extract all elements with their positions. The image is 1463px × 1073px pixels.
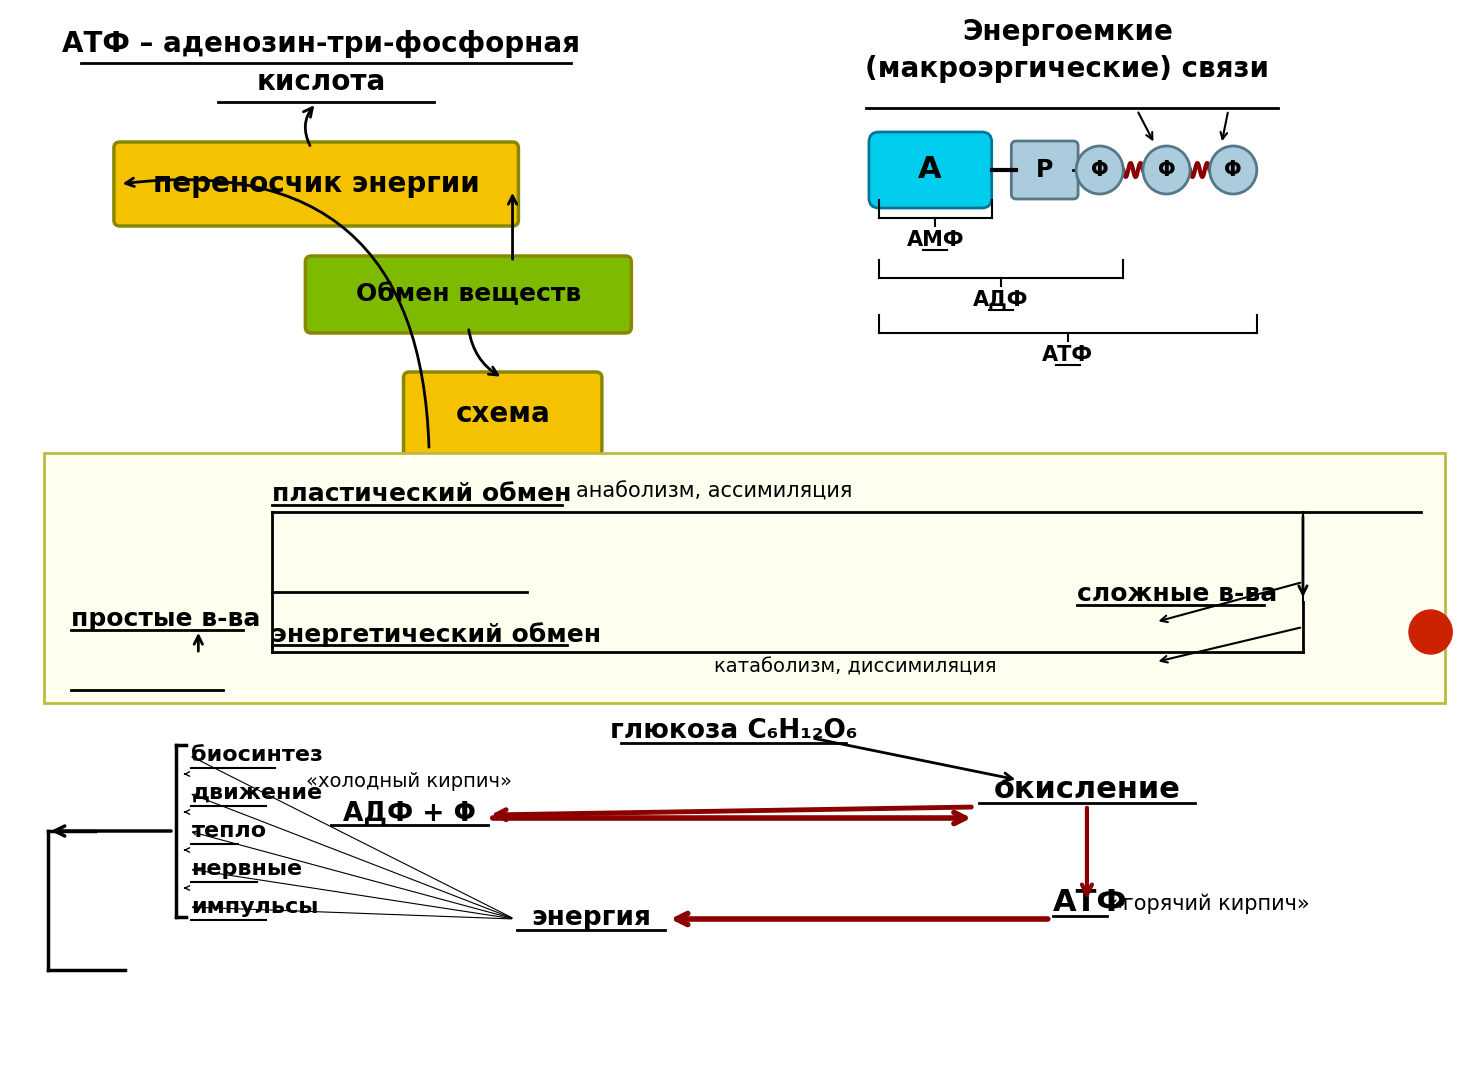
FancyBboxPatch shape	[869, 132, 992, 208]
Text: А: А	[917, 156, 942, 185]
Text: окисление: окисление	[993, 775, 1181, 804]
Text: биосинтез: биосинтез	[192, 745, 323, 765]
Text: Энергоемкие: Энергоемкие	[961, 18, 1173, 46]
Text: импульсы: импульсы	[192, 897, 319, 917]
Text: АТФ: АТФ	[1042, 346, 1093, 365]
Text: Φ: Φ	[1225, 160, 1242, 180]
Text: глюкоза C₆H₁₂O₆: глюкоза C₆H₁₂O₆	[610, 718, 857, 744]
Text: сложные в-ва: сложные в-ва	[1077, 582, 1277, 606]
Text: АМФ: АМФ	[907, 230, 964, 250]
Text: «холодный кирпич»: «холодный кирпич»	[306, 771, 512, 791]
Text: Р: Р	[1036, 158, 1053, 182]
Text: движение: движение	[192, 783, 322, 803]
Circle shape	[1077, 146, 1124, 194]
Text: АТФ: АТФ	[1052, 888, 1127, 917]
Text: АДФ + Φ: АДФ + Φ	[342, 800, 475, 826]
Text: Φ: Φ	[1157, 160, 1175, 180]
Text: энергетический обмен: энергетический обмен	[272, 622, 601, 647]
Text: АДФ: АДФ	[973, 290, 1028, 310]
Circle shape	[1409, 609, 1453, 655]
Text: простые в-ва: простые в-ва	[70, 607, 260, 631]
FancyBboxPatch shape	[306, 256, 632, 333]
Text: кислота: кислота	[256, 68, 386, 95]
Text: энергия: энергия	[531, 905, 651, 931]
Circle shape	[1210, 146, 1257, 194]
Text: (макроэргические) связи: (макроэргические) связи	[865, 55, 1270, 83]
FancyBboxPatch shape	[44, 453, 1445, 703]
Text: Обмен веществ: Обмен веществ	[356, 282, 581, 307]
FancyBboxPatch shape	[404, 372, 601, 456]
Text: АТФ – аденозин-три-фосфорная: АТФ – аденозин-три-фосфорная	[61, 30, 579, 58]
Text: «горячий кирпич»: «горячий кирпич»	[1109, 893, 1309, 913]
Text: пластический обмен: пластический обмен	[272, 482, 572, 506]
Text: схема: схема	[455, 400, 550, 428]
Circle shape	[1143, 146, 1189, 194]
Text: Φ: Φ	[1091, 160, 1109, 180]
Text: катаболизм, диссимиляция: катаболизм, диссимиляция	[714, 657, 996, 676]
Text: тепло: тепло	[192, 821, 266, 841]
FancyBboxPatch shape	[114, 142, 518, 226]
Text: переносчик энергии: переносчик энергии	[152, 170, 480, 199]
Text: нервные: нервные	[192, 859, 303, 879]
FancyBboxPatch shape	[1011, 141, 1078, 199]
Text: анаболизм, ассимиляция: анаболизм, ассимиляция	[576, 482, 853, 502]
